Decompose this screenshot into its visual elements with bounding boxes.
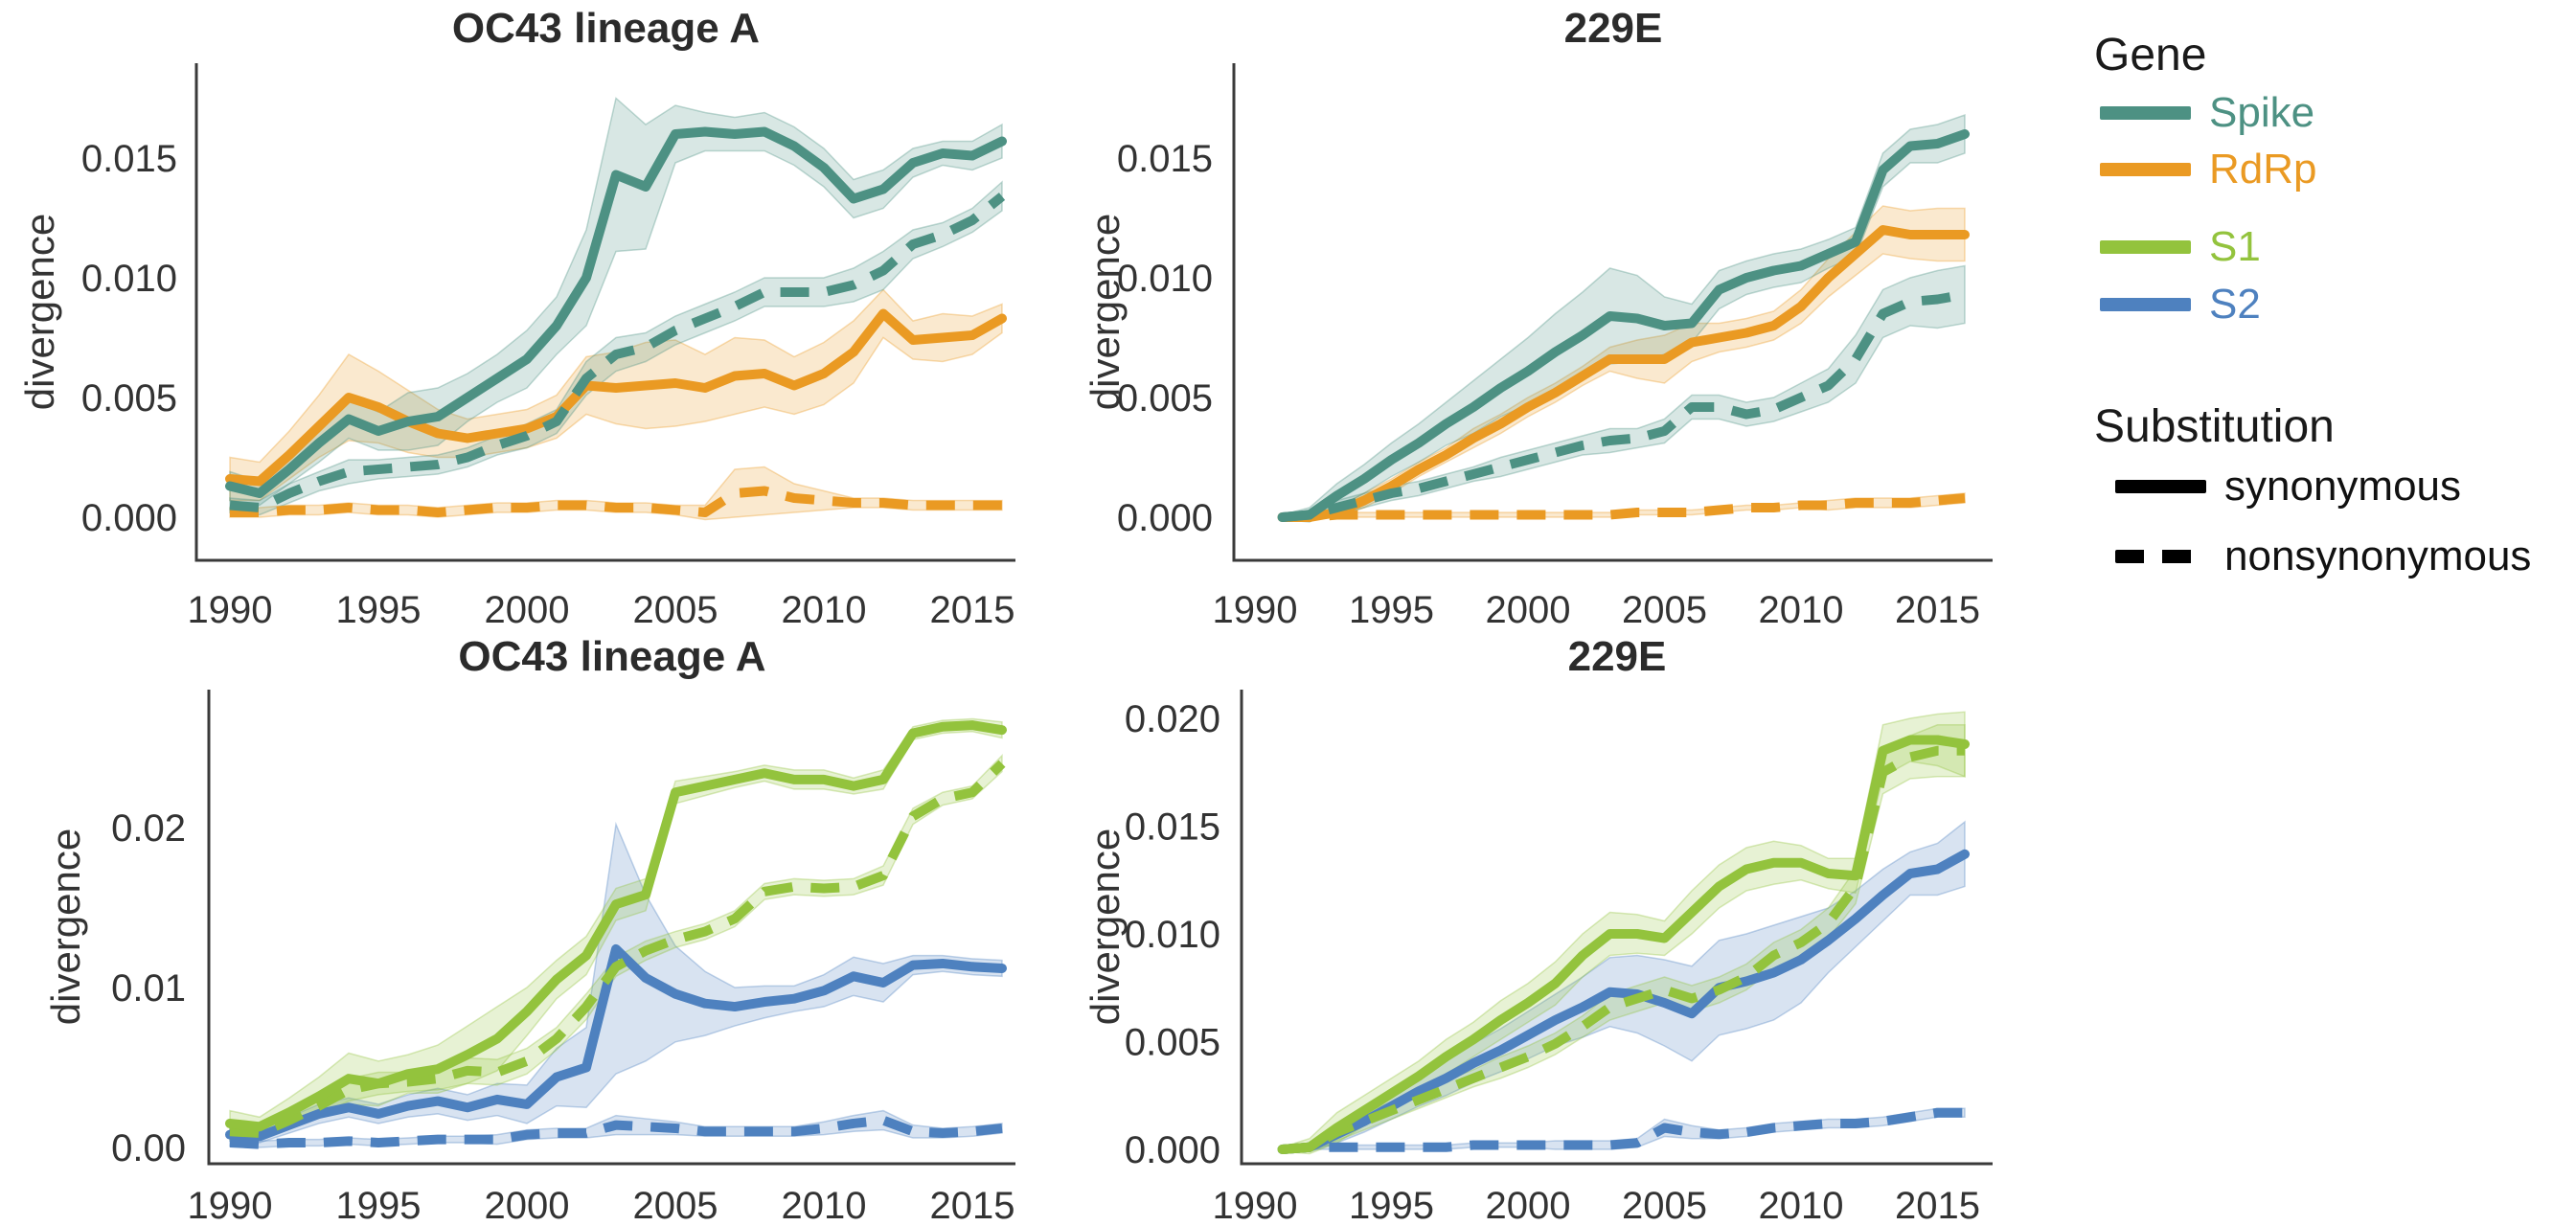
panel-title: 229E <box>1564 5 1663 52</box>
y-tick-label: 0.005 <box>81 377 177 420</box>
x-tick-label: 2015 <box>930 589 1015 631</box>
x-tick-label: 2005 <box>633 589 718 631</box>
line-s1-synonymous <box>225 720 1007 1132</box>
line-rdrp-nonsynonymous <box>1282 493 1966 522</box>
chart-panel-229e-bottom: 1990 1995 2000 2005 2010 2015 0.000 0.005 0.010 0… <box>1083 633 1993 1226</box>
x-tick-label: 2010 <box>1759 1185 1844 1226</box>
y-tick-label: 0.01 <box>111 967 186 1010</box>
panel-title: 229E <box>1568 633 1667 680</box>
x-tick-label: 1995 <box>336 589 422 631</box>
x-tick-label: 2010 <box>782 589 867 631</box>
line-rdrp-synonymous <box>1277 225 1970 522</box>
x-tick-label: 1990 <box>1213 589 1298 631</box>
x-tick-label: 2000 <box>485 1185 570 1226</box>
y-axis-label: divergence <box>1083 829 1128 1025</box>
y-tick-label: 0.010 <box>81 258 177 300</box>
x-tick-label: 1990 <box>188 589 273 631</box>
axis-spines <box>1240 690 1993 1166</box>
x-tick-label: 2005 <box>633 1185 718 1226</box>
x-tick-label: 2000 <box>485 589 570 631</box>
band-s2-synonymous <box>229 821 1003 1144</box>
chart-panel-oc43-bottom: 1990 1995 2000 2005 2010 2015 0.00 0.01 0.02 dive… <box>43 633 1015 1226</box>
line-s2-nonsynonymous <box>1282 1107 1965 1154</box>
x-tick-label: 2010 <box>1759 589 1844 631</box>
chart-panel-oc43-top: 1990 1995 2000 2005 2010 2015 0.000 0.005 0.010 0… <box>17 5 1015 631</box>
y-tick-label: 0.000 <box>1117 497 1213 539</box>
line-s1-nonsynonymous <box>1282 745 1965 1154</box>
line-spike-nonsynonymous <box>1282 289 1966 522</box>
x-tick-label: 1995 <box>1349 589 1434 631</box>
x-tick-label: 2015 <box>1895 589 1980 631</box>
band-s1-nonsynonymous <box>229 754 1003 1141</box>
y-tick-label: 0.000 <box>1125 1129 1220 1171</box>
x-tick-label: 2000 <box>1486 1185 1571 1226</box>
chart-panel-229e-top: 1990 1995 2000 2005 2010 2015 0.000 0.005 0.010 0… <box>1083 5 1993 631</box>
y-tick-label: 0.00 <box>111 1127 186 1169</box>
y-tick-label: 0.010 <box>1117 258 1213 300</box>
y-tick-label: 0.02 <box>111 807 186 850</box>
band-spike-nonsynonymous <box>1281 264 1966 521</box>
line-s1-synonymous <box>1277 735 1970 1154</box>
y-tick-label: 0.015 <box>1125 806 1220 849</box>
x-tick-label: 1990 <box>188 1185 273 1226</box>
x-tick-label: 1995 <box>1349 1185 1434 1226</box>
y-tick-label: 0.020 <box>1125 698 1220 740</box>
line-s2-synonymous <box>1277 849 1970 1154</box>
x-tick-label: 2015 <box>1895 1185 1980 1226</box>
x-tick-label: 2010 <box>782 1185 867 1226</box>
y-tick-label: 0.015 <box>81 138 177 180</box>
line-s1-nonsynonymous <box>229 760 1006 1138</box>
x-tick-label: 2015 <box>930 1185 1015 1226</box>
line-spike-nonsynonymous <box>229 193 1006 512</box>
axis-spines <box>194 63 1015 562</box>
y-tick-label: 0.010 <box>1125 914 1220 956</box>
band-s1-synonymous <box>229 717 1003 1138</box>
y-tick-label: 0.005 <box>1125 1022 1220 1064</box>
x-tick-label: 1995 <box>336 1185 422 1226</box>
y-tick-label: 0.015 <box>1117 138 1213 180</box>
axis-spines <box>1232 63 1993 562</box>
y-axis-label: divergence <box>1083 214 1128 410</box>
panel-title: OC43 lineage A <box>458 633 765 680</box>
x-tick-label: 2000 <box>1486 589 1571 631</box>
line-s2-nonsynonymous <box>229 1115 1003 1149</box>
line-rdrp-synonymous <box>225 308 1007 487</box>
y-axis-label: divergence <box>43 829 88 1025</box>
x-tick-label: 2005 <box>1622 589 1707 631</box>
y-axis-label: divergence <box>17 214 62 410</box>
x-tick-label: 1990 <box>1213 1185 1298 1226</box>
axis-spines <box>207 690 1015 1166</box>
panel-title: OC43 lineage A <box>452 5 760 52</box>
band-spike-synonymous <box>229 97 1003 507</box>
line-spike-synonymous <box>225 126 1007 498</box>
x-tick-label: 2005 <box>1622 1185 1707 1226</box>
y-tick-label: 0.000 <box>81 497 177 539</box>
line-spike-synonymous <box>1277 129 1970 522</box>
line-rdrp-nonsynonymous <box>230 486 1002 517</box>
y-tick-label: 0.005 <box>1117 377 1213 420</box>
line-s2-synonymous <box>225 943 1007 1142</box>
